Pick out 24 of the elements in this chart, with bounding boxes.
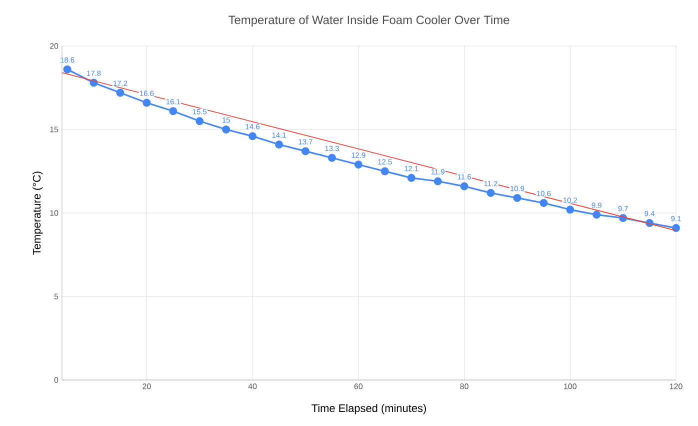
y-axis-title: Temperature (°C) [32,172,43,255]
point [222,125,230,134]
point [169,107,178,116]
point [354,160,362,169]
point [328,154,336,162]
point [196,117,204,126]
point [248,132,257,140]
point [63,65,72,74]
point [672,224,680,232]
chart-title: Temperature of Water Inside Foam Cooler Over Time [228,15,510,26]
point [540,198,548,207]
point [116,88,124,97]
point [301,147,310,156]
point [434,177,442,186]
point [486,188,495,197]
point [513,194,522,202]
point [142,98,151,107]
point [460,182,468,190]
point [407,174,416,182]
point [566,206,574,214]
x-axis-title: Time Elapsed (minutes) [312,404,426,414]
point [592,210,601,219]
point [275,140,284,149]
point [380,167,389,176]
